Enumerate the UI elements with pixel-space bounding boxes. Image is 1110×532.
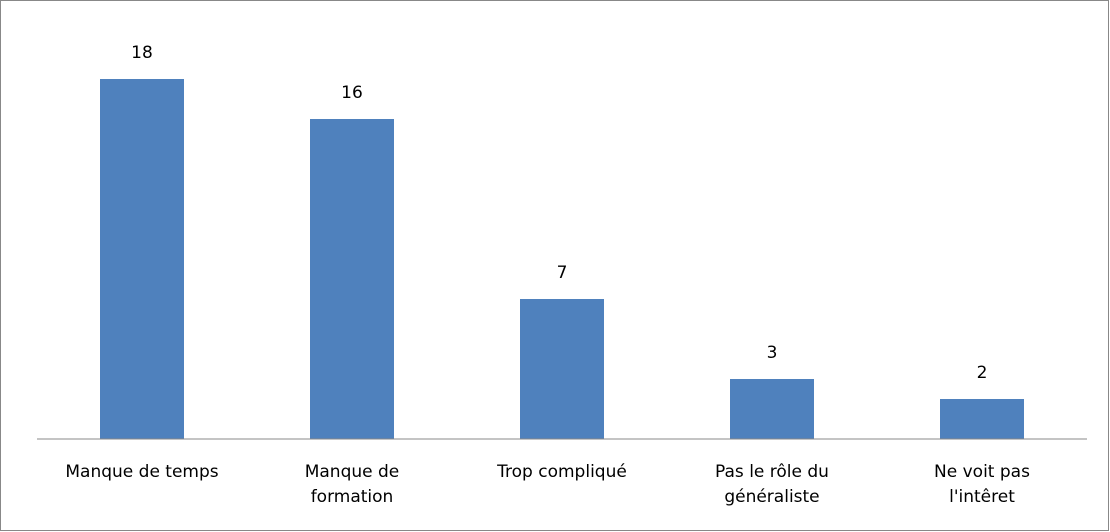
data-label: 18 (131, 43, 153, 63)
x-tick-label: Trop compliqué (496, 462, 627, 482)
x-tick-label: Pas le rôle du généraliste (715, 462, 829, 507)
data-label: 2 (977, 363, 988, 383)
bar (730, 379, 814, 439)
bar (100, 79, 184, 439)
x-tick-label: Manque de temps (65, 462, 218, 482)
bar (310, 119, 394, 439)
x-tick-label: Manque de formation (305, 462, 400, 507)
data-label: 3 (767, 343, 778, 363)
data-label: 16 (341, 83, 363, 103)
bar (940, 399, 1024, 439)
bar (520, 299, 604, 439)
data-label: 7 (557, 263, 568, 283)
x-tick-label: Ne voit pas l'intêret (934, 462, 1030, 507)
